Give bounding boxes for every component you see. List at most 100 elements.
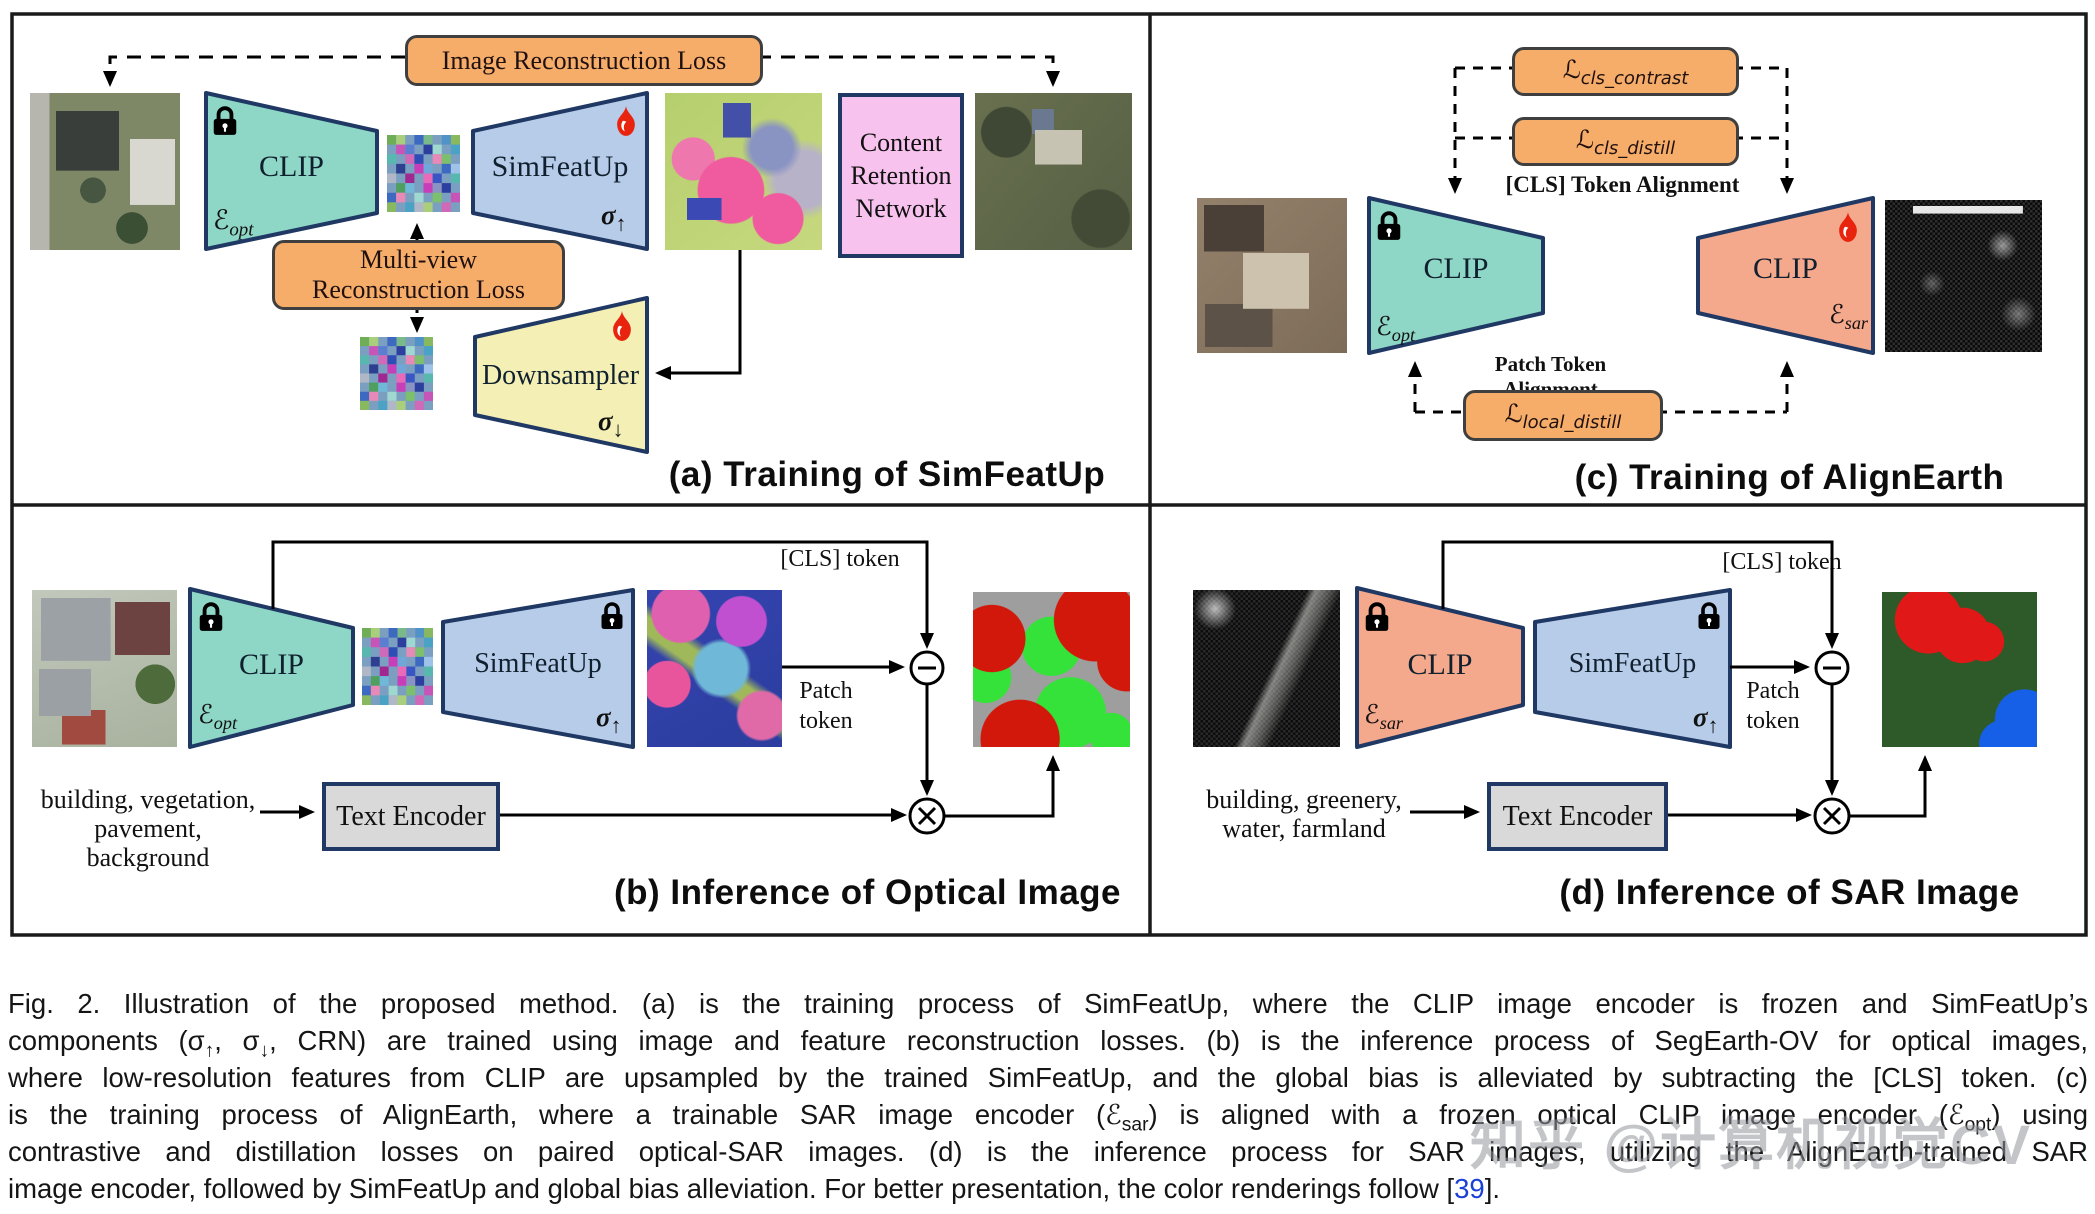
sigma-up-a: σ↑ bbox=[601, 200, 626, 236]
citation-link-39[interactable]: 39 bbox=[1454, 1173, 1485, 1204]
lowres-feature-map-a bbox=[387, 135, 460, 212]
caption-text: components (σ bbox=[8, 1025, 205, 1056]
simfeatup-trapezoid-d bbox=[1533, 588, 1732, 749]
upsampled-feature-image-a bbox=[665, 93, 822, 250]
panel-b-title: (b) Inference of Optical Image bbox=[613, 873, 1122, 912]
script-l: ℒ bbox=[1504, 398, 1523, 428]
caption-text: ) is aligned with a frozen optical CLIP … bbox=[1148, 1099, 1948, 1130]
sigma-up-b: σ↑ bbox=[596, 702, 621, 738]
clip-encoder-symbol-a: ℰopt bbox=[213, 205, 254, 241]
clip-sar-symbol-c: ℰsar bbox=[1788, 300, 1868, 334]
clip-optical-trapezoid-c bbox=[1367, 196, 1545, 355]
loss-local-distill-box: ℒlocal_distill bbox=[1463, 390, 1663, 441]
panel-c-shapes bbox=[1367, 196, 1875, 355]
text-encoder-label: Text Encoder bbox=[1502, 800, 1653, 832]
cls-distill-subscript: cls_distill bbox=[1593, 137, 1676, 159]
zhihu-watermark: 知乎 @计算机视觉CV bbox=[1470, 1113, 2032, 1176]
minus-operator-d bbox=[1814, 650, 1850, 686]
classes-line1: building, greenery, bbox=[1206, 785, 1402, 814]
simfeatup-label-d: SimFeatUp bbox=[1568, 648, 1697, 679]
optical-input-image-c bbox=[1197, 198, 1347, 353]
local-distill-subscript: local_distill bbox=[1522, 411, 1622, 433]
sar-input-image-d bbox=[1193, 590, 1340, 747]
script-e: ℰ bbox=[1376, 312, 1392, 342]
caption-line-1: Fig. 2. Illustration of the proposed met… bbox=[8, 988, 2088, 1019]
segmentation-output-image-b bbox=[973, 592, 1130, 747]
clip-label-a: CLIP bbox=[258, 150, 324, 183]
classes-line2: pavement, background bbox=[86, 814, 210, 872]
patch-line1: Patch bbox=[799, 678, 853, 704]
text-encoder-box-d: Text Encoder bbox=[1487, 782, 1668, 851]
multiview-loss-line2: Reconstruction Loss bbox=[311, 275, 526, 304]
crn-line1: Content bbox=[859, 128, 943, 157]
sigma: σ bbox=[596, 702, 611, 732]
cls-token-label-b: [CLS] token bbox=[780, 546, 900, 572]
sar-subscript: sar bbox=[1379, 713, 1403, 734]
opt-subscript: opt bbox=[229, 219, 254, 241]
opt-subscript: opt bbox=[213, 713, 237, 734]
sigma-down-a: σ↓ bbox=[598, 406, 623, 442]
loss-local-distill-label: ℒlocal_distill bbox=[1505, 399, 1622, 433]
caption-text: , σ bbox=[214, 1025, 260, 1056]
script-e: ℰ bbox=[213, 205, 230, 236]
panel-b-shapes bbox=[188, 587, 635, 749]
clip-opt-symbol-c: ℰopt bbox=[1376, 312, 1415, 346]
text-encoder-box-b: Text Encoder bbox=[322, 782, 500, 851]
script-e: ℰ bbox=[1364, 700, 1380, 730]
caption-text: ]. bbox=[1484, 1173, 1500, 1204]
up-arrow: ↑ bbox=[615, 211, 627, 236]
times-operator-b bbox=[908, 797, 946, 835]
script-e: ℰ bbox=[1947, 1099, 1965, 1131]
caption-line-2: components (σ↑, σ↓, CRN) are trained usi… bbox=[8, 1025, 2088, 1062]
caption-line-4: is the training process of AlignEarth, w… bbox=[8, 1099, 2088, 1136]
panel-d-shapes bbox=[1355, 586, 1732, 749]
sar-subscript: sar bbox=[1121, 1114, 1149, 1136]
down-arrow: ↓ bbox=[612, 417, 624, 442]
downsampler-label-a: Downsampler bbox=[481, 360, 640, 391]
text-encoder-label: Text Encoder bbox=[336, 800, 486, 832]
panel-d-connectors bbox=[1410, 540, 1932, 822]
patch-token-label-d: Patch token bbox=[1740, 676, 1806, 736]
cls-token-label-d: [CLS] token bbox=[1722, 549, 1842, 575]
script-l: ℒ bbox=[1575, 124, 1594, 154]
patch-line2: token bbox=[799, 708, 853, 734]
panel-c-connectors bbox=[1408, 66, 1794, 414]
loss-cls-contrast-box: ℒcls_contrast bbox=[1512, 47, 1739, 96]
clip-encoder-trapezoid-b bbox=[188, 587, 355, 749]
panel-b-connectors bbox=[260, 540, 1060, 822]
class-prompt-b: building, vegetation, pavement, backgrou… bbox=[33, 785, 263, 872]
lowres-feature-map-b bbox=[362, 628, 433, 705]
simfeatup-trapezoid-a bbox=[471, 91, 649, 251]
patch-line2: token bbox=[1746, 708, 1800, 734]
simfeatup-label-b: SimFeatUp bbox=[474, 648, 602, 679]
clip-label-b: CLIP bbox=[238, 648, 304, 681]
simfeatup-label-a: SimFeatUp bbox=[491, 150, 629, 183]
classes-line1: building, vegetation, bbox=[40, 785, 256, 814]
panel-a-shapes bbox=[204, 91, 649, 454]
clip-sar-label-c: CLIP bbox=[1752, 252, 1818, 285]
minus-operator-b bbox=[909, 650, 945, 686]
loss-cls-distill-label: ℒcls_distill bbox=[1576, 125, 1675, 159]
class-prompt-d: building, greenery, water, farmland bbox=[1194, 785, 1414, 843]
content-retention-network-box: Content Retention Network bbox=[838, 93, 964, 258]
segmentation-output-image-d bbox=[1882, 592, 2037, 747]
clip-sar-trapezoid-c bbox=[1696, 196, 1875, 355]
caption-text: image encoder, followed by SimFeatUp and… bbox=[8, 1173, 1455, 1204]
optical-input-image-a bbox=[30, 93, 180, 250]
panel-c-title: (c) Training of AlignEarth bbox=[1574, 458, 2005, 497]
panel-borders bbox=[10, 12, 2088, 937]
opt-subscript: opt bbox=[1391, 325, 1415, 346]
sigma: σ bbox=[1693, 702, 1708, 732]
panel-a-title: (a) Training of SimFeatUp bbox=[668, 455, 1106, 494]
loss-cls-contrast-label: ℒcls_contrast bbox=[1563, 55, 1689, 89]
times-operator-d bbox=[1813, 797, 1851, 835]
clip-opt-label-c: CLIP bbox=[1423, 252, 1489, 285]
script-l: ℒ bbox=[1562, 54, 1581, 84]
patch-token-label-b: Patch token bbox=[793, 676, 859, 736]
sigma: σ bbox=[598, 406, 613, 436]
reconstructed-image-a bbox=[975, 93, 1132, 250]
caption-line-3: where low-resolution features from CLIP … bbox=[8, 1062, 2088, 1093]
clip-sar-trapezoid-d bbox=[1355, 586, 1525, 749]
